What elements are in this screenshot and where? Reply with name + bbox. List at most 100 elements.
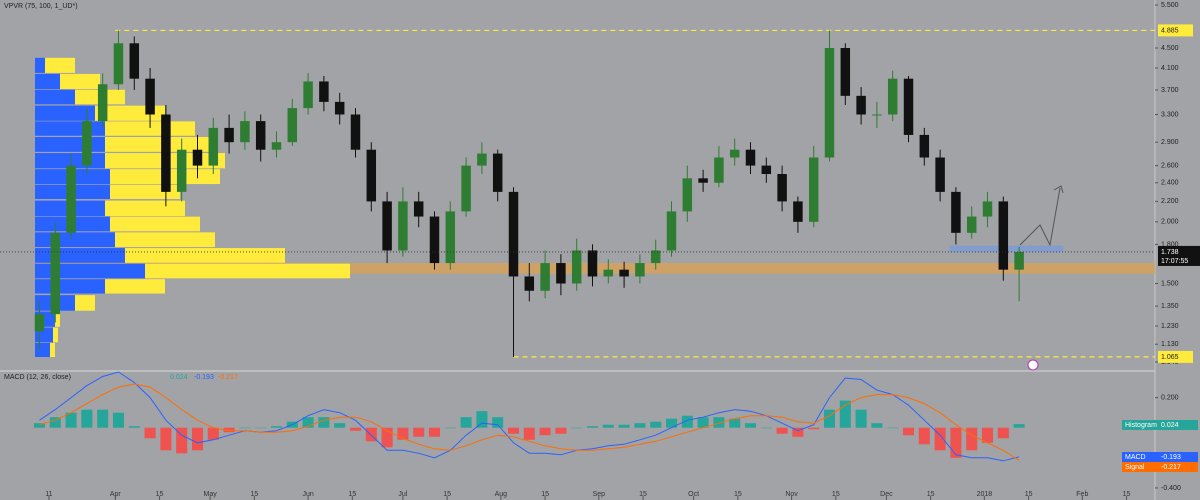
histogram-bar [65, 412, 77, 428]
histogram-bar [318, 417, 330, 428]
profile-up-bar [35, 137, 105, 152]
histogram-bar [239, 427, 251, 429]
series-last-value: -0.217 [1161, 464, 1181, 471]
macd-line [39, 383, 1020, 461]
histogram-bar [618, 424, 630, 428]
series-name: Signal [1125, 464, 1145, 471]
series-label-box [1122, 420, 1198, 430]
candle-body [319, 81, 329, 102]
histogram-bar [112, 412, 125, 428]
candle-body [603, 269, 614, 277]
x-tick-label: 15 [250, 491, 258, 498]
candle-body [682, 178, 693, 212]
profile-up-bar [35, 232, 115, 248]
histogram-bar [555, 427, 567, 434]
profile-down-bar [105, 137, 215, 152]
histogram-bar [144, 427, 156, 439]
x-tick-label: 15 [734, 491, 742, 498]
histogram-bar [729, 418, 741, 428]
histogram-bar [966, 427, 978, 451]
candle-body [524, 276, 535, 291]
header-value: -0.217 [218, 374, 238, 381]
histogram-bar [255, 427, 267, 429]
profile-down-bar [50, 342, 55, 358]
x-tick-label: Dec [880, 491, 893, 498]
candle-body [34, 314, 45, 332]
series-name: Histogram [1125, 422, 1157, 429]
histogram-bar [871, 423, 883, 428]
histogram-bar [839, 400, 851, 428]
x-tick-label: Aug [495, 491, 508, 498]
candle-body [556, 263, 566, 284]
candle-body [413, 201, 424, 217]
y-tick-label: 1.130 [1161, 341, 1179, 348]
histogram-bar [650, 421, 662, 428]
profile-up-bar [35, 342, 50, 358]
x-tick-label: 15 [443, 491, 451, 498]
candle-body [334, 101, 345, 115]
macd-title: MACD (12, 26, close) [4, 374, 71, 381]
y-tick-label: -0.400 [1161, 485, 1181, 492]
candle-body [145, 78, 155, 115]
x-tick-label: Jul [398, 491, 407, 498]
series-last-value: 0.024 [1161, 422, 1179, 429]
profile-up-bar [35, 105, 95, 121]
candle-body [619, 269, 629, 277]
candle-body [255, 121, 266, 150]
profile-up-bar [35, 279, 105, 294]
candle-body [350, 114, 361, 150]
candle-body [303, 81, 313, 109]
histogram-bar [128, 426, 140, 428]
candle-body [208, 127, 219, 166]
x-tick-label: 15 [927, 491, 935, 498]
series-label-box [1122, 462, 1198, 472]
histogram-bar [792, 427, 804, 437]
candle-body [777, 174, 787, 202]
level-label: 1.065 [1161, 354, 1179, 361]
y-tick-label: 2.200 [1161, 198, 1179, 205]
histogram-bar [997, 427, 1009, 439]
histogram-bar [397, 427, 409, 440]
candle-body [1014, 251, 1024, 270]
histogram-bar [428, 427, 441, 437]
histogram-bar [665, 418, 678, 428]
x-tick-label: 15 [1123, 491, 1131, 498]
header-value: 0.024 [170, 374, 188, 381]
last-price-box [1158, 245, 1200, 266]
candle-body [951, 191, 961, 233]
candle-body [492, 153, 503, 192]
histogram-bar [81, 409, 93, 428]
indicator-title: VPVR (75, 100, 1_UD*) [4, 3, 78, 10]
y-tick-label: 3.300 [1161, 111, 1179, 118]
candle-body [477, 153, 487, 166]
y-tick-label: 1.230 [1161, 323, 1179, 330]
candle-body [824, 48, 835, 158]
histogram-bar [634, 423, 646, 428]
last-time-label: 17:07:55 [1161, 258, 1188, 265]
profile-down-bar [115, 232, 215, 248]
profile-up-bar [35, 57, 45, 73]
profile-down-bar [110, 216, 200, 232]
histogram-bar [539, 427, 551, 436]
candle-body [856, 95, 866, 115]
histogram-bar [918, 427, 930, 445]
candle-body [998, 201, 1009, 270]
x-tick-label: 15 [832, 491, 840, 498]
histogram-bar [302, 417, 314, 428]
candle-body [982, 201, 993, 217]
candle-body [398, 201, 408, 251]
profile-down-bar [60, 73, 100, 89]
candle-body [508, 191, 519, 277]
x-tick-label: 2018 [977, 491, 993, 498]
x-tick-label: Nov [785, 491, 798, 498]
histogram-bar [191, 427, 204, 451]
x-tick-label: Oct [688, 491, 699, 498]
histogram-bar [413, 427, 425, 437]
histogram-bar [270, 426, 283, 428]
candle-body [113, 43, 124, 85]
histogram-bar [476, 411, 488, 428]
histogram-bar [207, 427, 219, 440]
last-price-label: 1.738 [1161, 249, 1179, 256]
candle-body [461, 165, 471, 212]
x-tick-label: 15 [639, 491, 647, 498]
